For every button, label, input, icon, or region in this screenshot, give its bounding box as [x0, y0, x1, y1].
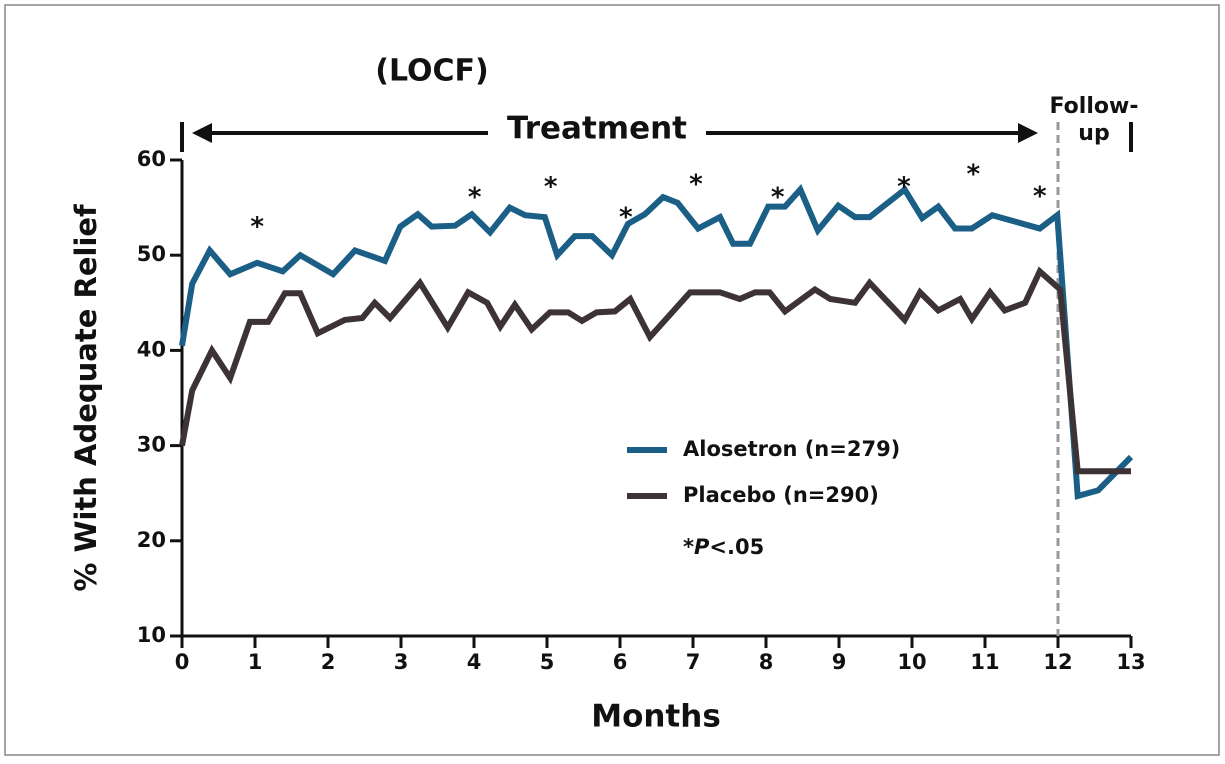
x-tick-label: 0: [175, 650, 190, 674]
x-tick-label: 1: [248, 650, 263, 674]
x-tick-label: 10: [897, 650, 926, 674]
significance-marker: *: [468, 183, 482, 213]
y-tick-label: 10: [137, 623, 166, 647]
phase-label: Follow-: [1050, 94, 1139, 119]
x-tick-label: 13: [1116, 650, 1145, 674]
legend-label: Placebo (n=290): [683, 483, 879, 507]
footnote-part: P: [694, 535, 710, 559]
x-tick-label: 12: [1043, 650, 1072, 674]
significance-marker: *: [771, 183, 785, 213]
phase-label: Treatment: [507, 111, 687, 147]
x-tick-label: 7: [686, 650, 701, 674]
x-tick-label: 6: [613, 650, 628, 674]
x-tick-label: 4: [467, 650, 482, 674]
arrow-head: [1018, 123, 1038, 143]
chart-title: (LOCF): [375, 54, 488, 89]
x-tick-label: 5: [540, 650, 555, 674]
series-line: [179, 184, 1134, 500]
y-tick-label: 20: [137, 528, 166, 552]
footnote: *P<.05: [683, 535, 764, 559]
frame: [4, 4, 1220, 756]
y-tick-label: 50: [137, 242, 166, 266]
series-line: [179, 266, 1131, 475]
x-tick-label: 2: [321, 650, 336, 674]
x-tick-label: 9: [832, 650, 847, 674]
legend-label: Alosetron (n=279): [683, 437, 900, 461]
x-axis-title: Months: [591, 699, 721, 735]
phase-label: up: [1078, 121, 1109, 146]
arrow-head: [192, 123, 212, 143]
significance-marker: *: [967, 160, 981, 190]
y-tick-label: 60: [137, 147, 166, 171]
y-tick-label: 40: [137, 337, 166, 361]
y-tick-label: 30: [137, 433, 166, 457]
significance-marker: *: [689, 169, 703, 199]
significance-marker: *: [897, 172, 911, 202]
significance-marker: *: [619, 203, 633, 233]
significance-marker: *: [544, 172, 558, 202]
significance-marker: *: [250, 212, 264, 242]
significance-marker: *: [1033, 182, 1047, 212]
y-axis-title: % With Adequate Relief: [69, 204, 103, 592]
x-tick-label: 11: [970, 650, 999, 674]
footnote-part: <.05: [709, 535, 764, 559]
footnote-part: *: [683, 535, 694, 559]
x-tick-label: 3: [394, 650, 409, 674]
x-tick-label: 8: [759, 650, 774, 674]
